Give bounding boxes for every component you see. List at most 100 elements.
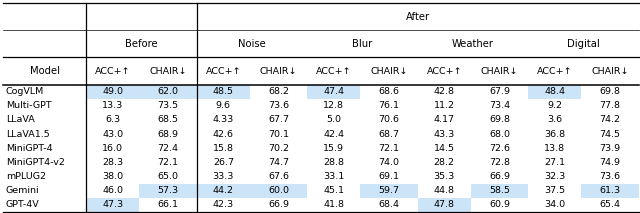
Text: 68.4: 68.4: [378, 200, 399, 209]
Text: 73.6: 73.6: [600, 172, 621, 181]
Text: ACC+↑: ACC+↑: [316, 66, 351, 76]
Text: 11.2: 11.2: [434, 101, 455, 110]
Text: ACC+↑: ACC+↑: [426, 66, 462, 76]
Text: 38.0: 38.0: [102, 172, 124, 181]
Text: 42.3: 42.3: [212, 200, 234, 209]
Text: 43.3: 43.3: [434, 130, 455, 139]
Text: 65.4: 65.4: [600, 200, 620, 209]
Text: 70.1: 70.1: [268, 130, 289, 139]
Text: 48.4: 48.4: [544, 87, 565, 96]
Text: 42.4: 42.4: [323, 130, 344, 139]
Text: LLaVA1.5: LLaVA1.5: [6, 130, 49, 139]
Text: Digital: Digital: [567, 39, 600, 49]
Text: Model: Model: [30, 66, 60, 76]
Text: CHAIR↓: CHAIR↓: [481, 66, 518, 76]
Text: 74.9: 74.9: [600, 158, 620, 167]
Text: 41.8: 41.8: [323, 200, 344, 209]
Text: 58.5: 58.5: [489, 186, 510, 195]
Text: 47.8: 47.8: [434, 200, 455, 209]
Text: 68.2: 68.2: [268, 87, 289, 96]
Text: CHAIR↓: CHAIR↓: [371, 66, 408, 76]
Text: 67.7: 67.7: [268, 115, 289, 124]
Bar: [86, 198, 140, 212]
Bar: [418, 198, 471, 212]
Text: ACC+↑: ACC+↑: [95, 66, 131, 76]
Text: 42.6: 42.6: [213, 130, 234, 139]
Text: 9.6: 9.6: [216, 101, 231, 110]
Text: Multi-GPT: Multi-GPT: [6, 101, 51, 110]
Text: 28.2: 28.2: [434, 158, 455, 167]
Text: 73.9: 73.9: [600, 144, 621, 153]
Text: 66.1: 66.1: [157, 200, 179, 209]
Text: 45.1: 45.1: [323, 186, 344, 195]
Text: Noise: Noise: [238, 39, 266, 49]
Bar: [86, 85, 140, 99]
Bar: [250, 184, 307, 198]
Text: 76.1: 76.1: [378, 101, 399, 110]
Text: 72.1: 72.1: [157, 158, 179, 167]
Text: 74.0: 74.0: [378, 158, 399, 167]
Text: Weather: Weather: [452, 39, 494, 49]
Text: 4.17: 4.17: [434, 115, 455, 124]
Text: 28.3: 28.3: [102, 158, 124, 167]
Bar: [581, 184, 639, 198]
Text: 61.3: 61.3: [600, 186, 621, 195]
Text: 57.3: 57.3: [157, 186, 179, 195]
Text: 36.8: 36.8: [544, 130, 565, 139]
Text: 65.0: 65.0: [157, 172, 179, 181]
Text: 70.6: 70.6: [378, 115, 399, 124]
Text: 70.2: 70.2: [268, 144, 289, 153]
Text: 15.9: 15.9: [323, 144, 344, 153]
Text: 66.9: 66.9: [268, 200, 289, 209]
Text: CogVLM: CogVLM: [6, 87, 44, 96]
Text: 48.5: 48.5: [213, 87, 234, 96]
Text: 74.2: 74.2: [600, 115, 620, 124]
Text: 46.0: 46.0: [102, 186, 124, 195]
Text: 9.2: 9.2: [547, 101, 563, 110]
Text: 72.4: 72.4: [157, 144, 179, 153]
Text: 69.8: 69.8: [489, 115, 510, 124]
Text: 77.8: 77.8: [600, 101, 620, 110]
Text: 37.5: 37.5: [544, 186, 565, 195]
Text: 14.5: 14.5: [434, 144, 455, 153]
Text: 33.1: 33.1: [323, 172, 344, 181]
Text: mPLUG2: mPLUG2: [6, 172, 46, 181]
Text: 72.1: 72.1: [378, 144, 399, 153]
Text: 32.3: 32.3: [544, 172, 565, 181]
Text: Before: Before: [125, 39, 158, 49]
Text: MiniGPT4-v2: MiniGPT4-v2: [6, 158, 65, 167]
Text: 27.1: 27.1: [544, 158, 565, 167]
Text: 72.8: 72.8: [489, 158, 510, 167]
Text: 60.0: 60.0: [268, 186, 289, 195]
Text: 68.9: 68.9: [157, 130, 179, 139]
Text: 4.33: 4.33: [212, 115, 234, 124]
Text: CHAIR↓: CHAIR↓: [591, 66, 628, 76]
Text: 66.9: 66.9: [489, 172, 510, 181]
Bar: [528, 85, 581, 99]
Text: Blur: Blur: [353, 39, 372, 49]
Text: 34.0: 34.0: [544, 200, 565, 209]
Text: 68.6: 68.6: [378, 87, 399, 96]
Text: 69.1: 69.1: [378, 172, 399, 181]
Text: 13.3: 13.3: [102, 101, 124, 110]
Text: 68.0: 68.0: [489, 130, 510, 139]
Text: 28.8: 28.8: [323, 158, 344, 167]
Text: 49.0: 49.0: [102, 87, 124, 96]
Text: 67.9: 67.9: [489, 87, 510, 96]
Bar: [360, 184, 418, 198]
Text: 74.5: 74.5: [600, 130, 620, 139]
Text: ACC+↑: ACC+↑: [205, 66, 241, 76]
Text: 16.0: 16.0: [102, 144, 124, 153]
Text: 47.4: 47.4: [323, 87, 344, 96]
Text: ACC+↑: ACC+↑: [537, 66, 573, 76]
Text: LLaVA: LLaVA: [6, 115, 35, 124]
Text: 13.8: 13.8: [544, 144, 565, 153]
Text: CHAIR↓: CHAIR↓: [149, 66, 187, 76]
Bar: [307, 85, 360, 99]
Text: 59.7: 59.7: [378, 186, 399, 195]
Text: 68.5: 68.5: [157, 115, 179, 124]
Text: 3.6: 3.6: [547, 115, 563, 124]
Bar: [197, 85, 250, 99]
Text: 73.4: 73.4: [489, 101, 510, 110]
Text: 73.6: 73.6: [268, 101, 289, 110]
